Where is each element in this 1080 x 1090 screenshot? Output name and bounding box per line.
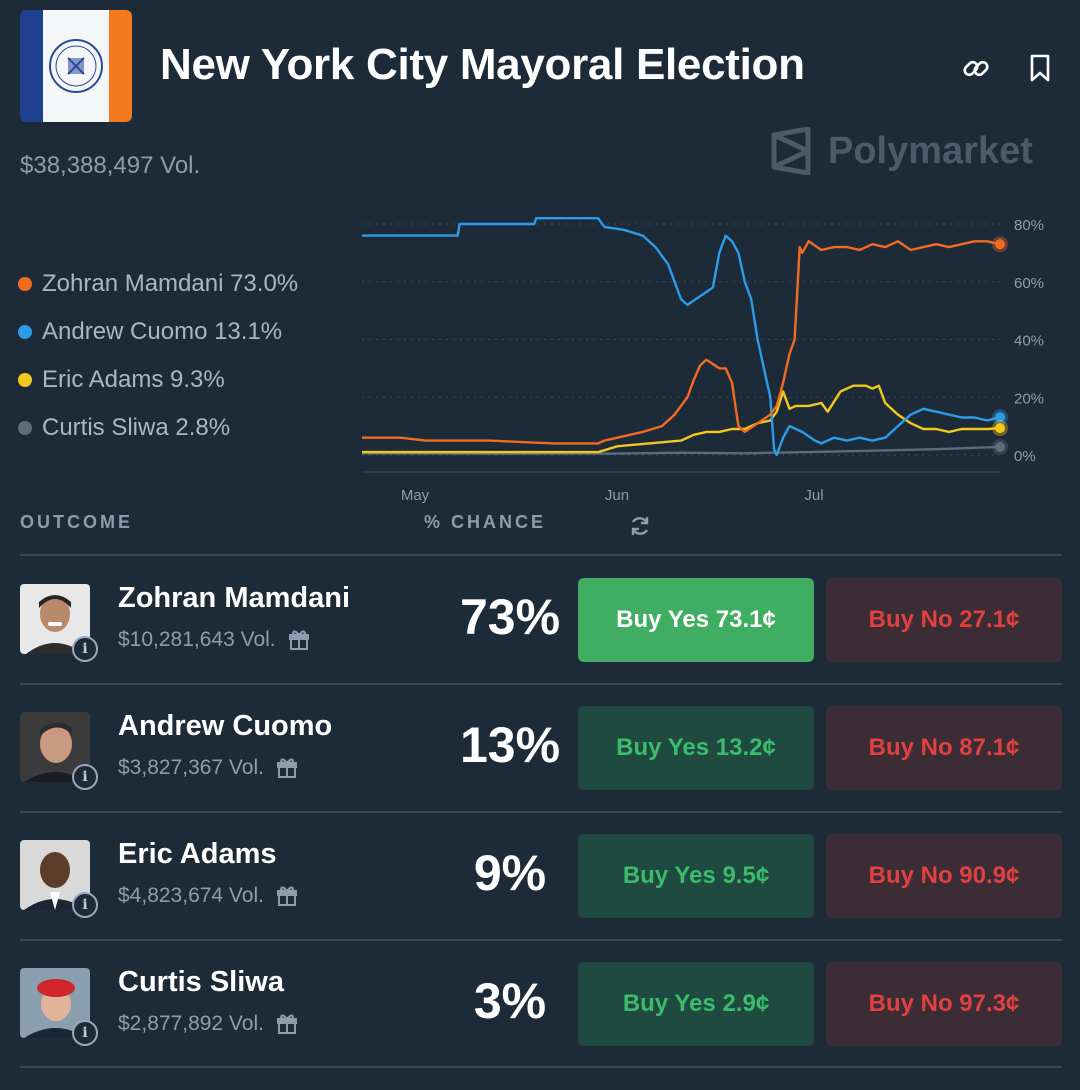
link-icon[interactable]: [958, 50, 994, 86]
total-volume: $38,388,497 Vol.: [20, 152, 201, 179]
series-end-point: [995, 239, 1005, 250]
candidate-name: Curtis Sliwa: [118, 966, 284, 998]
info-icon[interactable]: i: [72, 764, 98, 790]
outcome-row-sliwa: i Curtis Sliwa $2,877,892 Vol. 3% Buy Ye…: [0, 962, 1080, 1090]
buy-yes-button[interactable]: Buy Yes 13.2¢: [578, 706, 814, 790]
gift-icon[interactable]: [276, 1013, 298, 1035]
polymarket-watermark: Polymarket: [770, 126, 1033, 176]
series-line: [362, 240, 1001, 445]
avatar: i: [20, 584, 98, 662]
volume-text: $3,827,367 Vol.: [118, 756, 264, 779]
divider: [20, 1066, 1062, 1068]
chance-percent: 13%: [459, 717, 561, 773]
volume-text: $10,281,643 Vol.: [118, 628, 276, 651]
legend-item-mamdani: Zohran Mamdani 73.0%: [18, 260, 298, 308]
candidate-volume: $2,877,892 Vol.: [118, 1012, 298, 1036]
series-line: [361, 445, 1001, 455]
chance-percent: 73%: [459, 589, 561, 645]
legend-label: Andrew Cuomo 13.1%: [42, 318, 283, 345]
buy-no-button[interactable]: Buy No 87.1¢: [826, 706, 1062, 790]
refresh-icon[interactable]: [628, 514, 652, 538]
legend-item-sliwa: Curtis Sliwa 2.8%: [18, 404, 298, 452]
series-line: [362, 217, 1001, 457]
chance-percent: 3%: [473, 973, 547, 1029]
legend-item-adams: Eric Adams 9.3%: [18, 356, 298, 404]
candidate-volume: $4,823,674 Vol.: [118, 884, 298, 908]
y-tick-label: 80%: [1014, 217, 1044, 234]
x-tick-label: Jun: [605, 487, 629, 504]
avatar: i: [20, 840, 98, 918]
buy-no-button[interactable]: Buy No 97.3¢: [826, 962, 1062, 1046]
legend-dot: [18, 277, 32, 291]
info-icon[interactable]: i: [72, 892, 98, 918]
legend-label: Zohran Mamdani 73.0%: [42, 270, 299, 297]
candidate-volume: $10,281,643 Vol.: [118, 628, 310, 652]
legend-dot: [18, 421, 32, 435]
candidate-volume: $3,827,367 Vol.: [118, 756, 298, 780]
outcome-row-adams: i Eric Adams $4,823,674 Vol. 9% Buy Yes …: [0, 834, 1080, 962]
gift-icon[interactable]: [276, 885, 298, 907]
city-seal-icon: [49, 39, 103, 93]
series-end-point: [995, 412, 1005, 423]
legend-label: Eric Adams 9.3%: [42, 366, 225, 393]
chance-percent: 9%: [473, 845, 547, 901]
legend-label: Curtis Sliwa 2.8%: [42, 414, 231, 441]
nyc-flag-logo: [20, 10, 132, 122]
x-tick-label: Jul: [804, 487, 823, 504]
buy-no-button[interactable]: Buy No 27.1¢: [826, 578, 1062, 662]
legend-dot: [18, 373, 32, 387]
chart-legend: Zohran Mamdani 73.0% Andrew Cuomo 13.1% …: [18, 260, 298, 452]
gift-icon[interactable]: [288, 629, 310, 651]
bookmark-icon[interactable]: [1022, 50, 1058, 86]
candidate-name: Eric Adams: [118, 838, 277, 870]
series-end-point: [995, 423, 1005, 434]
series-line: [362, 384, 1001, 454]
y-tick-label: 60%: [1014, 275, 1044, 292]
buy-no-button[interactable]: Buy No 90.9¢: [826, 834, 1062, 918]
legend-dot: [18, 325, 32, 339]
price-history-chart[interactable]: 80% 60% 40% 20% 0% May Jun Jul: [0, 0, 1080, 520]
page-title: New York City Mayoral Election: [160, 40, 805, 89]
y-tick-label: 20%: [1014, 390, 1044, 407]
info-icon[interactable]: i: [72, 1020, 98, 1046]
column-header-chance: % CHANCE: [424, 512, 547, 532]
x-tick-label: May: [401, 487, 430, 504]
y-tick-label: 40%: [1014, 333, 1044, 350]
divider: [20, 939, 1062, 941]
outcome-row-mamdani: i Zohran Mamdani $10,281,643 Vol. 73% Bu…: [0, 578, 1080, 706]
legend-item-cuomo: Andrew Cuomo 13.1%: [18, 308, 298, 356]
column-header-outcome: OUTCOME: [20, 512, 133, 532]
divider: [20, 811, 1062, 813]
gift-icon[interactable]: [276, 757, 298, 779]
avatar: i: [20, 712, 98, 790]
candidate-name: Andrew Cuomo: [118, 710, 333, 742]
divider: [20, 554, 1062, 556]
series-end-point: [995, 441, 1005, 452]
polymarket-wordmark: Polymarket: [828, 129, 1033, 172]
volume-text: $4,823,674 Vol.: [118, 884, 264, 907]
info-icon[interactable]: i: [72, 636, 98, 662]
volume-text: $2,877,892 Vol.: [118, 1012, 264, 1035]
buy-yes-button[interactable]: Buy Yes 9.5¢: [578, 834, 814, 918]
outcome-row-cuomo: i Andrew Cuomo $3,827,367 Vol. 13% Buy Y…: [0, 706, 1080, 834]
y-tick-label: 0%: [1014, 448, 1036, 465]
divider: [20, 683, 1062, 685]
candidate-name: Zohran Mamdani: [118, 582, 351, 614]
avatar: i: [20, 968, 98, 1046]
buy-yes-button[interactable]: Buy Yes 73.1¢: [578, 578, 814, 662]
polymarket-logo-icon: [771, 127, 811, 175]
buy-yes-button[interactable]: Buy Yes 2.9¢: [578, 962, 814, 1046]
